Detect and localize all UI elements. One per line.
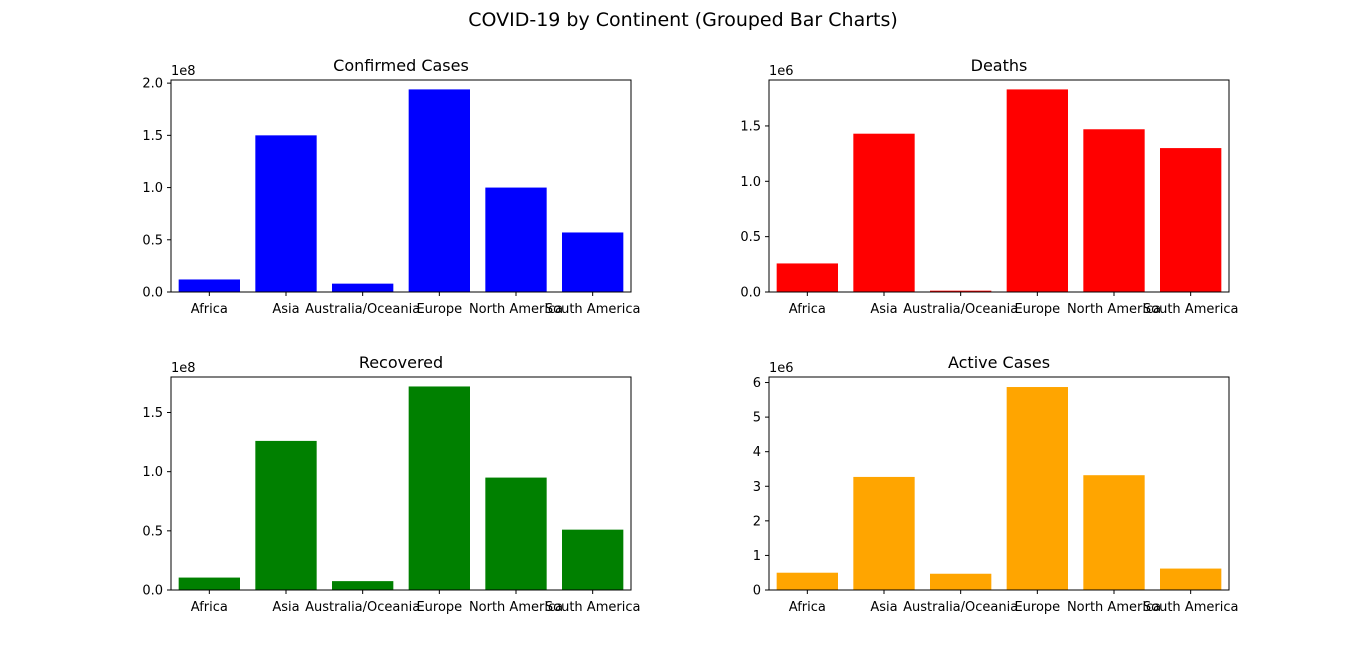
bar-north-america [485,477,547,590]
bar-north-america [1083,129,1145,292]
y-tick-label: 0.5 [142,233,163,248]
axis-scale-label: 1e8 [171,64,196,79]
chart-panel: 0.0 0.5 1.0 1.5 Africa Asia Australia/OceaniaE… [740,56,1238,317]
x-tick-label: Africa [789,302,826,317]
x-tick-label: Asia [870,600,897,615]
x-tick-label: Europe [1014,600,1060,615]
y-tick-label: 0.0 [142,584,163,599]
x-tick-label: North America [469,302,563,317]
x-tick-label: South America [1143,302,1239,317]
axes-frame [768,79,1230,293]
bar-asia [853,133,915,292]
bar-australia-oceania [930,290,992,292]
x-tick-label: Australia/Oceania [903,302,1018,317]
bar-australia-oceania [332,581,394,590]
bar-north-america [1083,475,1145,590]
bar-europe [1006,89,1068,293]
bar-asia [255,135,317,292]
x-tick-label: Asia [870,302,897,317]
axis-scale-label: 1e6 [769,64,794,79]
y-tick-label: 0.0 [740,286,761,301]
x-tick-label: Australia/Oceania [903,600,1018,615]
figure-title: COVID-19 by Continent (Grouped Bar Chart… [468,9,898,31]
y-tick-label: 0.5 [142,524,163,539]
x-tick-label: South America [1143,600,1239,615]
y-tick-label: 0.5 [740,230,761,245]
y-tick-label: 3 [753,480,761,495]
bar-africa [178,577,240,590]
y-tick-label: 5 [753,411,761,426]
x-tick-label: Asia [272,600,299,615]
axes-frame [170,376,632,591]
x-tick-label: Europe [416,600,462,615]
x-tick-label: North America [469,600,563,615]
x-tick-label: Australia/Oceania [305,600,420,615]
x-tick-label: Europe [416,302,462,317]
x-tick-label: South America [545,302,641,317]
y-tick-label: 4 [753,445,761,460]
bar-europe [1006,387,1068,590]
x-tick-label: Europe [1014,302,1060,317]
bar-africa [776,572,838,590]
x-tick-label: Africa [191,600,228,615]
bar-australia-oceania [332,283,394,292]
bar-africa [178,279,240,292]
axes-frame [170,79,632,293]
bar-south-america [562,232,624,292]
chart-panel: 0.0 0.5 1.0 1.5 2.0 Africa Asia Australia/Ocean… [142,56,640,317]
y-tick-label: 2 [753,514,761,529]
axes-frame [768,376,1230,591]
axis-scale-label: 1e6 [769,361,794,376]
bar-europe [408,89,470,292]
bar-north-america [485,187,547,292]
y-tick-label: 1.0 [142,181,163,196]
x-tick-label: Africa [789,600,826,615]
chart-title: Deaths [971,56,1028,75]
bar-south-america [1160,148,1222,292]
x-tick-label: South America [545,600,641,615]
chart-title: Confirmed Cases [333,56,469,75]
x-tick-label: North America [1067,302,1161,317]
y-tick-label: 1.5 [142,129,163,144]
y-tick-label: 1.5 [142,406,163,421]
chart-panel: 0.0 0.5 1.0 1.5 Africa Asia Australia/OceaniaE… [142,353,640,615]
y-tick-label: 6 [753,376,761,391]
x-tick-label: North America [1067,600,1161,615]
chart-title: Active Cases [948,353,1050,372]
y-tick-label: 1 [753,549,761,564]
y-tick-label: 1.5 [740,119,761,134]
bar-australia-oceania [930,573,992,590]
bar-south-america [1160,568,1222,590]
chart-title: Recovered [359,353,443,372]
bar-europe [408,386,470,590]
y-tick-label: 0.0 [142,286,163,301]
axis-scale-label: 1e8 [171,361,196,376]
bar-south-america [562,529,624,590]
bar-asia [853,476,915,590]
x-tick-label: Australia/Oceania [305,302,420,317]
y-tick-label: 1.0 [740,175,761,190]
y-tick-label: 2.0 [142,77,163,92]
x-tick-label: Asia [272,302,299,317]
bar-africa [776,263,838,292]
y-tick-label: 0 [753,584,761,599]
chart-panel: 0 1 2 3 4 5 6 Africa Asia Australia/OceaniaEurope… [753,353,1239,615]
x-tick-label: Africa [191,302,228,317]
bar-asia [255,440,317,590]
y-tick-label: 1.0 [142,465,163,480]
